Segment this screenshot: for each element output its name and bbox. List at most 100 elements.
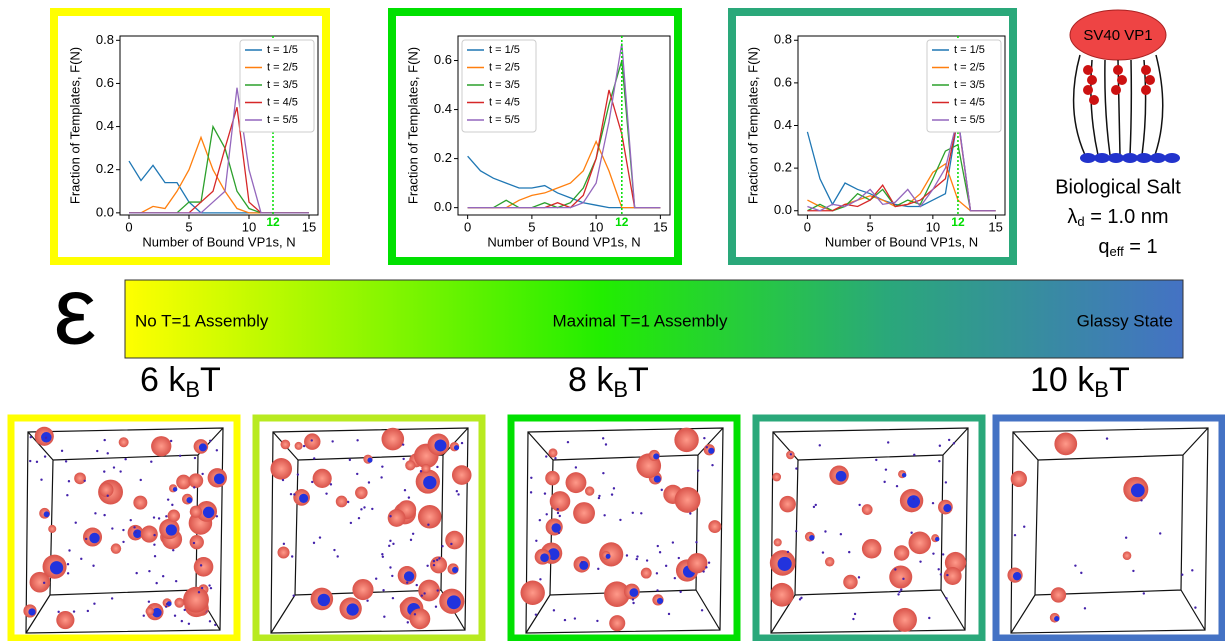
ion [883,480,886,484]
legend-label: t = 5/5 [954,114,985,126]
ion [632,601,635,605]
legend-label: t = 4/5 [489,96,520,108]
template [653,475,661,483]
ion [941,553,945,556]
ion [173,614,177,617]
ion [419,470,423,473]
template [907,495,921,509]
particle-cluster [48,524,57,533]
ion [455,490,459,493]
ion [824,530,827,533]
ion [329,483,333,486]
legend-label: t = 3/5 [267,79,298,91]
template [1012,571,1022,581]
ion [671,541,675,544]
template [198,443,207,452]
series-line [807,116,996,212]
ion [66,572,70,575]
template [166,601,172,607]
scale-left: No T=1 Assembly [135,311,269,330]
ion [919,560,922,563]
ion [1191,569,1194,572]
ion [157,517,161,520]
ion [602,471,605,475]
x-tick-label: 0 [804,219,811,234]
ion [29,435,32,439]
ion [597,567,600,571]
y-tick-label: 0.8 [774,32,792,47]
particle-cluster [145,607,154,616]
ion [333,548,336,552]
series-line [467,43,661,209]
ion [434,605,438,608]
ion [208,620,212,623]
ion [153,543,156,546]
ion [64,460,68,463]
x-tick-label: 5 [528,219,535,234]
particle-cluster [312,468,332,488]
ion [573,617,577,620]
particle-cluster [609,615,626,632]
ion [86,609,90,613]
energy-pre: 8 k [568,361,614,399]
ion [148,569,151,573]
ion [427,523,430,526]
x-tick-label: 0 [464,219,471,234]
ion [389,539,392,543]
template [165,524,177,536]
ion [312,541,316,545]
particle-cluster [708,520,722,534]
ion [402,457,405,461]
ion [631,598,635,601]
series-line [807,143,996,212]
ion [122,540,125,544]
x-tick-label: 15 [988,219,1002,234]
lambda: λ [1067,206,1077,228]
ion [538,518,542,522]
ion [937,568,940,571]
ion [441,544,444,548]
x-tick-label: 10 [589,219,603,234]
ion [383,615,386,618]
epsilon: ε [54,257,97,364]
ion [357,516,361,520]
protein-label: SV40 VP1 [1083,27,1152,44]
ion [530,476,533,479]
ion [818,444,821,447]
particle-cluster [417,504,442,529]
ion [209,586,213,590]
ion [147,600,151,603]
x-axis-label: Number of Bound VP1s, N [487,234,640,249]
y-tick-label: 0.4 [96,118,114,133]
ion [543,492,547,495]
ion [900,588,903,591]
particle-cluster [1054,432,1078,456]
ion [700,609,704,612]
ion [884,468,888,471]
ion [898,590,901,594]
ion [391,574,394,578]
particle-cluster [451,465,472,485]
particle-cluster [280,439,291,450]
salt-diagram: SV40 VP1 Biological Salt λd = 1.0 nm qef… [1055,9,1181,259]
ion [42,581,46,585]
template [213,473,225,485]
cube-wireframe [525,427,724,634]
legend-label: t = 3/5 [489,79,520,91]
ion [66,494,69,497]
ion [96,449,99,453]
ion [436,558,439,562]
ion [155,581,158,585]
particle-cluster [565,472,587,494]
y-tick-label: 0.8 [96,32,114,47]
ion [635,557,638,561]
template [367,457,373,463]
ion [789,453,793,456]
template [605,553,611,559]
ion [313,457,316,460]
ion [72,610,76,613]
ion [913,453,916,457]
ion [106,452,109,455]
template [403,571,415,582]
